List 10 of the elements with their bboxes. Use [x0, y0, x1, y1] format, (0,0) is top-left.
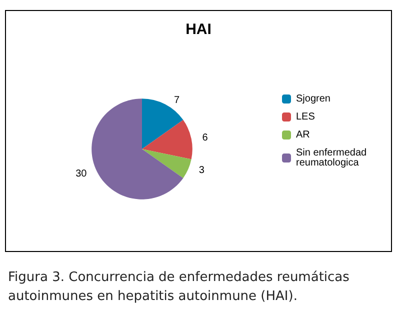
legend-label: LES	[296, 112, 316, 122]
legend-label: AR	[296, 130, 310, 140]
legend-label: Sjogren	[296, 94, 330, 104]
legend-label: Sin enfermedad reumatologica	[296, 148, 370, 168]
data-label: 6	[202, 132, 208, 144]
data-label: 7	[174, 95, 180, 106]
text: Figura 3. Concurrencia de enfermedades reumáticas autoinmunes en hepatitis autoinmune (HAI).	[8, 269, 350, 306]
data-label: 3	[198, 165, 205, 176]
data-label: 30	[76, 168, 88, 180]
chart-title: HAI	[186, 21, 212, 38]
